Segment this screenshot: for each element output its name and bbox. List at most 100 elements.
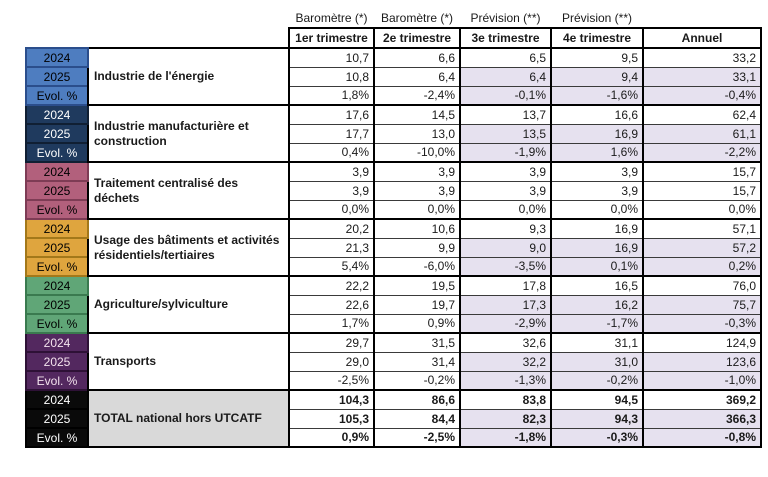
value-cell: 16,2 [550,294,644,315]
value-cell: 0,0% [550,199,644,220]
category-label: Agriculture/sylviculture [87,275,290,334]
value-cell: 17,7 [288,123,375,144]
value-cell: 83,8 [459,389,552,410]
table-row-evolution: Evol. % 0,4% -10,0% -1,9% 1,6% -2,2% [25,142,762,163]
category-group: 2024 Agriculture/sylviculture 22,2 19,5 … [25,275,762,334]
value-cell: 3,9 [550,180,644,201]
category-label: TOTAL national hors UTCATF [87,389,290,448]
value-cell: 6,5 [459,47,552,68]
value-cell: -1,6% [550,85,644,106]
value-cell: 29,7 [288,332,375,353]
value-cell: 31,0 [550,351,644,372]
value-cell: 22,6 [288,294,375,315]
value-cell: -0,3% [642,313,762,334]
table-row-2025: 2025 105,3 84,4 82,3 94,3 366,3 [25,408,762,429]
table-row-2024: 2024 TOTAL national hors UTCATF 104,3 86… [25,389,762,448]
value-cell: 6,4 [373,66,461,87]
table-row-evolution: Evol. % 1,7% 0,9% -2,9% -1,7% -0,3% [25,313,762,334]
table-row-evolution: Evol. % -2,5% -0,2% -1,3% -0,2% -1,0% [25,370,762,391]
value-cell: 22,2 [288,275,375,296]
value-cell: 3,9 [459,180,552,201]
category-label: Transports [87,332,290,391]
value-cell: 0,4% [288,142,375,163]
value-cell: 6,6 [373,47,461,68]
category-group: 2024 Transports 29,7 31,5 32,6 31,1 124,… [25,332,762,391]
value-cell: 31,5 [373,332,461,353]
table-row-2024: 2024 Industrie de l'énergie 10,7 6,6 6,5… [25,47,762,106]
value-cell: 1,7% [288,313,375,334]
year-label-2025: 2025 [25,180,89,201]
value-cell: -1,9% [459,142,552,163]
year-label-2025: 2025 [25,408,89,429]
value-cell: 9,4 [550,66,644,87]
value-cell: 0,9% [288,427,375,448]
value-cell: -2,2% [642,142,762,163]
year-label-2024: 2024 [25,332,89,353]
table-row-2024: 2024 Agriculture/sylviculture 22,2 19,5 … [25,275,762,334]
category-group: 2024 TOTAL national hors UTCATF 104,3 86… [25,389,762,448]
table-row-2025: 2025 3,9 3,9 3,9 3,9 15,7 [25,180,762,201]
value-cell: 57,1 [642,218,762,239]
category-label: Usage des bâtiments et activités résiden… [87,218,290,277]
value-cell: 3,9 [288,180,375,201]
value-cell: 21,3 [288,237,375,258]
value-cell: 9,5 [550,47,644,68]
value-cell: 105,3 [288,408,375,429]
value-cell: -0,8% [642,427,762,448]
value-cell: 16,9 [550,123,644,144]
value-cell: 0,9% [373,313,461,334]
value-cell: -0,3% [550,427,644,448]
category-label: Industrie de l'énergie [87,47,290,106]
year-label-2025: 2025 [25,66,89,87]
year-label-2025: 2025 [25,123,89,144]
category-group: 2024 Traitement centralisé des déchets 3… [25,161,762,220]
value-cell: 10,7 [288,47,375,68]
value-cell: -0,2% [550,370,644,391]
source-label-q1: Baromètre (*) [295,11,368,25]
value-cell: 124,9 [642,332,762,353]
source-label-annuel [643,9,761,28]
value-cell: -1,3% [459,370,552,391]
value-cell: 369,2 [642,389,762,410]
value-cell: 19,7 [373,294,461,315]
value-cell: 15,7 [642,161,762,182]
year-label-2025: 2025 [25,351,89,372]
value-cell: 14,5 [373,104,461,125]
value-cell: 75,7 [642,294,762,315]
value-cell: 13,5 [459,123,552,144]
year-label-2024: 2024 [25,161,89,182]
table-row-2025: 2025 21,3 9,9 9,0 16,9 57,2 [25,237,762,258]
value-cell: -2,5% [373,427,461,448]
value-cell: 16,9 [550,218,644,239]
value-cell: -1,8% [459,427,552,448]
corner-blank [26,28,289,48]
source-label-row: Baromètre (*) Baromètre (*) Prévision (*… [26,9,761,28]
value-cell: 17,6 [288,104,375,125]
year-label-evolution: Evol. % [25,85,89,106]
emissions-table: Baromètre (*) Baromètre (*) Prévision (*… [25,9,762,448]
value-cell: 0,2% [642,256,762,277]
value-cell: -0,4% [642,85,762,106]
value-cell: 104,3 [288,389,375,410]
value-cell: 15,7 [642,180,762,201]
table-header: Baromètre (*) Baromètre (*) Prévision (*… [26,9,762,49]
table-row-evolution: Evol. % 0,9% -2,5% -1,8% -0,3% -0,8% [25,427,762,448]
value-cell: -1,0% [642,370,762,391]
table-row-2025: 2025 22,6 19,7 17,3 16,2 75,7 [25,294,762,315]
year-label-evolution: Evol. % [25,313,89,334]
value-cell: -0,2% [373,370,461,391]
value-cell: 29,0 [288,351,375,372]
year-label-2024: 2024 [25,47,89,68]
table-row-2024: 2024 Usage des bâtiments et activités ré… [25,218,762,277]
value-cell: -3,5% [459,256,552,277]
year-label-2024: 2024 [25,275,89,296]
value-cell: 366,3 [642,408,762,429]
year-label-2024: 2024 [25,389,89,410]
year-label-evolution: Evol. % [25,199,89,220]
value-cell: -2,4% [373,85,461,106]
value-cell: 32,2 [459,351,552,372]
year-label-evolution: Evol. % [25,142,89,163]
value-cell: 16,9 [550,237,644,258]
value-cell: 1,6% [550,142,644,163]
value-cell: 0,1% [550,256,644,277]
